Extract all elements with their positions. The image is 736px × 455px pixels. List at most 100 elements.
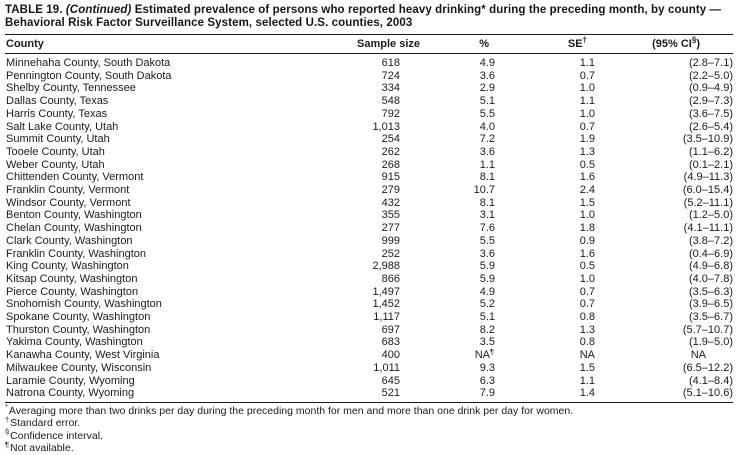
table-row: Laramie County, Wyoming 645 6.3 1.1 (4.1–8.4…: [5, 375, 733, 388]
cell-se: 1.0: [579, 209, 595, 222]
table-title: TABLE 19. (Continued) Estimated prevalen…: [5, 4, 733, 30]
cell-percent: 5.9: [479, 260, 495, 273]
cell-se: 1.3: [579, 323, 595, 336]
cell-sample-size: 262: [381, 145, 400, 158]
cell-county: Dallas County, Texas: [6, 95, 109, 108]
cell-ci: (1.9–5.0): [688, 336, 733, 349]
cell-ci: (3.6–7.5): [688, 107, 733, 120]
col-header-percent: %: [479, 38, 489, 50]
cell-percent: 7.6: [479, 222, 495, 235]
cell-ci: (1.2–5.0): [688, 209, 733, 222]
cell-county: Weber County, Utah: [6, 158, 105, 171]
footnote: ¶Not available.: [5, 439, 74, 455]
cell-se: 1.9: [579, 133, 595, 146]
cell-ci: (4.0–7.8): [688, 272, 733, 285]
cell-county: Chelan County, Washington: [6, 222, 142, 235]
na-footnote-marker: ¶: [489, 346, 494, 356]
cell-sample-size: 268: [381, 158, 400, 171]
cell-percent: 3.5: [479, 336, 495, 349]
cell-percent: 8.2: [479, 323, 495, 336]
cell-ci: (0.9–4.9): [688, 82, 733, 95]
cell-se: 1.0: [579, 82, 595, 95]
table-title-line-1: TABLE 19. (Continued) Estimated prevalen…: [5, 4, 733, 17]
table-row: Snohomish County, Washington 1,452 5.2 0.7 (…: [5, 298, 733, 311]
cell-sample-size: 645: [381, 374, 400, 387]
cell-county: Yakima County, Washington: [6, 336, 143, 349]
table-row: Tooele County, Utah 262 3.6 1.3 (1.1–6.2): [5, 146, 733, 159]
cell-ci: (0.4–6.9): [688, 247, 733, 260]
footnote: †Standard error.: [5, 414, 81, 430]
cell-county: Salt Lake County, Utah: [6, 120, 119, 133]
cell-se: 1.6: [579, 247, 595, 260]
table-row: Yakima County, Washington 683 3.5 0.8 (1.9–5…: [5, 336, 733, 349]
cell-se: 0.7: [579, 298, 595, 311]
table-row: Pennington County, South Dakota 724 3.6 0.7…: [5, 70, 733, 83]
cell-county: Summit County, Utah: [6, 133, 110, 146]
cell-percent: 5.5: [479, 234, 495, 247]
cell-ci: (4.9–11.3): [683, 171, 733, 184]
cell-sample-size: 279: [381, 184, 400, 197]
cell-county: Natrona County, Wyoming: [6, 387, 135, 400]
cell-ci: (6.5–12.2): [682, 361, 733, 374]
cell-percent: 6.3: [479, 374, 495, 387]
table-row: Minnehaha County, South Dakota 618 4.9 1.1 (…: [5, 54, 733, 70]
cell-sample-size: 724: [381, 69, 400, 82]
cell-sample-size: 683: [381, 336, 400, 349]
cell-county: Windsor County, Vermont: [6, 196, 131, 209]
cell-county: Benton County, Washington: [6, 209, 142, 222]
cell-county: Kanawha County, West Virginia: [6, 349, 160, 362]
cell-ci: (3.5–6.3): [688, 285, 733, 298]
cell-sample-size: 355: [381, 209, 400, 222]
cell-ci: (6.0–15.4): [682, 184, 733, 197]
cell-county: Franklin County, Washington: [6, 247, 147, 260]
cell-ci: (4.1–8.4): [688, 374, 733, 387]
cell-county: King County, Washington: [6, 260, 129, 273]
cell-county: Milwaukee County, Wisconsin: [6, 361, 152, 374]
cell-se: 1.0: [579, 272, 595, 285]
cell-ci: (2.6–5.4): [688, 120, 733, 133]
cell-se: 1.0: [579, 107, 595, 120]
table-row: Chelan County, Washington 277 7.6 1.8 (4.1–1…: [5, 222, 733, 235]
table-title-line-2: Behavioral Risk Factor Surveillance Syst…: [5, 17, 413, 29]
cell-sample-size: 1,011: [373, 361, 400, 374]
cell-county: Pierce County, Washington: [6, 285, 139, 298]
col-header-county: County: [6, 38, 44, 50]
cell-county: Shelby County, Tennessee: [6, 82, 136, 95]
cell-sample-size: 2,988: [372, 260, 400, 273]
cell-sample-size: 432: [381, 196, 400, 209]
footnote-marker: ¶: [5, 439, 10, 449]
cell-ci: (2.2–5.0): [688, 69, 733, 82]
table-row: Clark County, Washington 999 5.5 0.9 (3.8–7.…: [5, 235, 733, 248]
cell-county: Pennington County, South Dakota: [6, 69, 172, 82]
cell-percent: 4.0: [479, 120, 495, 133]
cell-sample-size: 618: [381, 57, 400, 69]
table-row: Dallas County, Texas 548 5.1 1.1 (2.9–7.3): [5, 95, 733, 108]
table-row: Kanawha County, West Virginia 400 NA¶ NA NA: [5, 346, 733, 362]
cell-county: Tooele County, Utah: [6, 145, 105, 158]
cell-county: Franklin County, Vermont: [6, 184, 130, 197]
cell-ci: (3.5–6.7): [688, 311, 733, 324]
cell-sample-size: 254: [381, 133, 400, 146]
table-row: Salt Lake County, Utah 1,013 4.0 0.7 (2.6–5.…: [5, 121, 733, 134]
table-row: Kitsap County, Washington 866 5.9 1.0 (4.0–7…: [5, 273, 733, 286]
cell-county: Harris County, Texas: [6, 107, 108, 120]
cell-sample-size: 697: [381, 323, 400, 336]
cell-se: 1.5: [579, 196, 595, 209]
cell-percent: 5.2: [479, 298, 495, 311]
cell-percent: 2.9: [479, 82, 495, 95]
cell-se: 2.4: [579, 184, 595, 197]
table-number: TABLE 19.: [5, 4, 63, 16]
cell-sample-size: 521: [381, 387, 400, 400]
cell-sample-size: 400: [381, 349, 400, 362]
cell-se: 1.1: [579, 374, 595, 387]
table-row: Pierce County, Washington 1,497 4.9 0.7 (3.5…: [5, 286, 733, 299]
col-header-sample-size: Sample size: [357, 38, 420, 50]
table-row: Weber County, Utah 268 1.1 0.5 (0.1–2.1): [5, 159, 733, 172]
table-row: Shelby County, Tennessee 334 2.9 1.0 (0.9–4.…: [5, 82, 733, 95]
table-row: Milwaukee County, Wisconsin 1,011 9.3 1.5 (6…: [5, 362, 733, 375]
cell-se: 0.5: [579, 260, 595, 273]
cell-se: 0.8: [579, 311, 595, 324]
cell-percent: 9.3: [479, 361, 495, 374]
table-row: Spokane County, Washington 1,117 5.1 0.8 (3.…: [5, 311, 733, 324]
